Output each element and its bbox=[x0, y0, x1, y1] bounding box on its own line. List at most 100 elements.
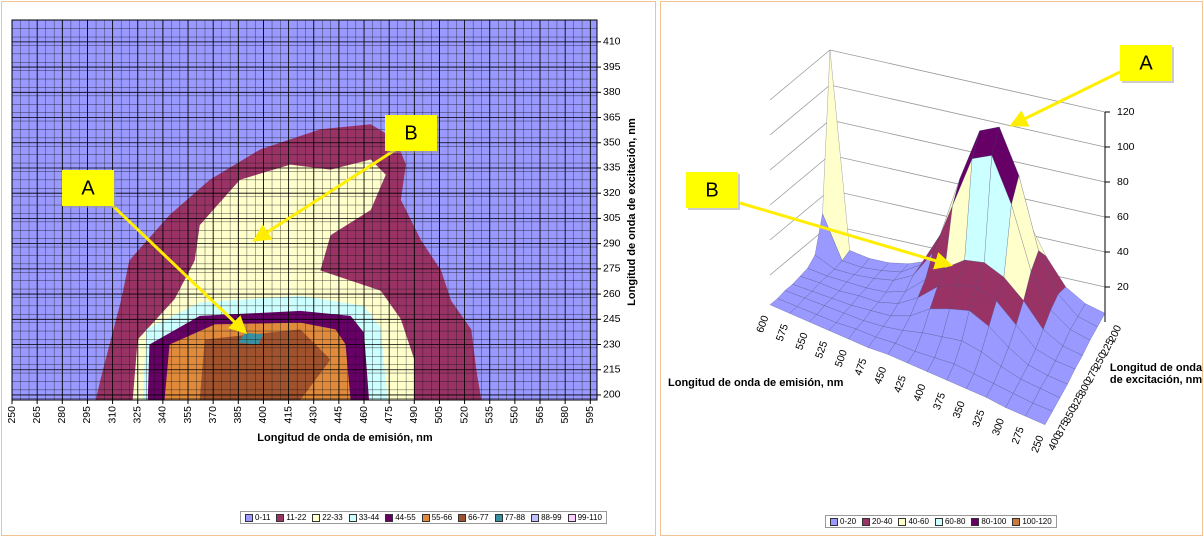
legend-label: 100-120 bbox=[1022, 517, 1052, 526]
legend-item: 77-88 bbox=[494, 513, 526, 522]
legend-item: 99-110 bbox=[567, 513, 602, 522]
x-tick-label: 300 bbox=[990, 417, 1007, 438]
y-tick-label: 290 bbox=[603, 237, 621, 249]
x-tick-label: 520 bbox=[458, 406, 470, 424]
x-tick-label: 400 bbox=[911, 382, 928, 403]
x-tick-label: 580 bbox=[559, 406, 571, 424]
x-tick-label: 340 bbox=[157, 406, 169, 424]
z-tick-label: 60 bbox=[1117, 211, 1129, 223]
callout-label: A bbox=[81, 177, 95, 199]
legend-swatch bbox=[494, 513, 503, 522]
x-axis-label: Longitud de onda de emisión, nm bbox=[257, 432, 433, 444]
legend-item: 20-40 bbox=[862, 517, 892, 526]
x-tick-label: 415 bbox=[282, 406, 294, 424]
x-tick-label: 355 bbox=[182, 406, 194, 424]
legend-swatch bbox=[421, 513, 430, 522]
y-tick-label: 275 bbox=[603, 263, 621, 275]
x-tick-label: 505 bbox=[433, 406, 445, 424]
x-tick-label: 445 bbox=[333, 406, 345, 424]
legend-label: 44-55 bbox=[395, 513, 416, 522]
x-tick-label: 325 bbox=[131, 406, 143, 424]
legend-item: 44-55 bbox=[385, 513, 416, 522]
legend-swatch bbox=[1012, 517, 1021, 526]
legend-item: 100-120 bbox=[1012, 517, 1052, 526]
y-tick-label: 260 bbox=[603, 288, 621, 300]
legend-swatch bbox=[312, 513, 321, 522]
grid-line bbox=[769, 84, 1106, 148]
x-tick-label: 565 bbox=[534, 406, 546, 424]
x-tick-label: 535 bbox=[484, 406, 496, 424]
legend-label: 0-11 bbox=[255, 513, 271, 522]
y-tick-label: 380 bbox=[603, 86, 621, 98]
legend-item: 88-99 bbox=[531, 513, 562, 522]
legend-item: 66-77 bbox=[458, 513, 489, 522]
legend-label: 33-44 bbox=[358, 513, 380, 522]
grid-line bbox=[769, 154, 1106, 218]
callout-box bbox=[62, 170, 114, 206]
legend-swatch bbox=[385, 513, 394, 522]
y-tick-label: 230 bbox=[603, 338, 621, 350]
callout-box bbox=[686, 172, 738, 208]
y-tick-label: 395 bbox=[603, 61, 621, 73]
mesh bbox=[12, 20, 597, 400]
legend-label: 88-99 bbox=[541, 513, 562, 522]
x-tick-label: 375 bbox=[931, 391, 948, 412]
legend-label: 80-100 bbox=[981, 517, 1007, 526]
x-tick-label: 475 bbox=[852, 357, 869, 378]
legend-item: 0-11 bbox=[245, 513, 270, 522]
y-tick-label: 350 bbox=[603, 137, 621, 149]
x-tick-label: 325 bbox=[970, 408, 987, 429]
left-axes: Longitud de onda de emisión, nm Longitud… bbox=[6, 19, 638, 444]
arrow bbox=[252, 148, 396, 242]
legend-label: 99-110 bbox=[577, 513, 602, 522]
y-tick-label: 200 bbox=[603, 389, 621, 401]
x-tick-label: 500 bbox=[833, 348, 850, 369]
x-tick-label: 250 bbox=[6, 406, 18, 424]
x-tick-label: 450 bbox=[872, 365, 889, 386]
z-tick-label: 40 bbox=[1117, 246, 1129, 258]
legend: 0-11 11-22 22-33 33-44 44-55 55-66 66-77 77-88 8… bbox=[240, 511, 607, 524]
x-tick-label: 400 bbox=[257, 406, 269, 424]
legend-label: 77-88 bbox=[504, 513, 526, 522]
legend-item: 55-66 bbox=[421, 513, 452, 522]
x-tick-label: 310 bbox=[106, 406, 118, 424]
y-tick-label: 320 bbox=[603, 187, 621, 199]
y-tick-label: 245 bbox=[603, 313, 621, 325]
y-tick-label: 365 bbox=[603, 111, 621, 123]
legend-item: 22-33 bbox=[312, 513, 343, 522]
x-tick-label: 295 bbox=[81, 406, 93, 424]
y-tick-label: 215 bbox=[603, 364, 621, 376]
x-tick-label: 250 bbox=[1029, 434, 1046, 455]
legend-item: 80-100 bbox=[971, 517, 1006, 526]
y-axis-label: Longitud de onda de excitación, nm bbox=[626, 118, 638, 306]
legend-swatch bbox=[971, 517, 980, 526]
surface-cell bbox=[1025, 402, 1053, 426]
arrow bbox=[110, 203, 248, 335]
legend-swatch bbox=[458, 513, 467, 522]
x-tick-label: 370 bbox=[207, 406, 219, 424]
legend-swatch bbox=[862, 517, 871, 526]
x-axis-label: Longitud de onda de emisión, nm bbox=[668, 377, 844, 389]
legend-item: 0-20 bbox=[830, 517, 856, 526]
legend-item: 11-22 bbox=[276, 513, 306, 522]
arrow bbox=[739, 201, 953, 270]
legend-item: 40-60 bbox=[898, 517, 929, 526]
legend-label: 20-40 bbox=[872, 517, 893, 526]
legend-label: 22-33 bbox=[322, 513, 343, 522]
z-tick-label: 80 bbox=[1117, 176, 1129, 188]
legend-swatch bbox=[567, 513, 576, 522]
legend-swatch bbox=[531, 513, 540, 522]
right-panel bbox=[660, 1, 1203, 536]
legend-item: 60-80 bbox=[934, 517, 965, 526]
legend-swatch bbox=[276, 513, 285, 522]
x-tick-label: 275 bbox=[1010, 425, 1027, 446]
callout-box bbox=[385, 115, 437, 151]
legend-swatch bbox=[934, 517, 943, 526]
x-tick-label: 490 bbox=[408, 406, 420, 424]
legend-label: 11-22 bbox=[286, 513, 307, 522]
arrow bbox=[1009, 70, 1121, 127]
plot-frame bbox=[11, 19, 598, 401]
x-tick-label: 265 bbox=[31, 406, 43, 424]
